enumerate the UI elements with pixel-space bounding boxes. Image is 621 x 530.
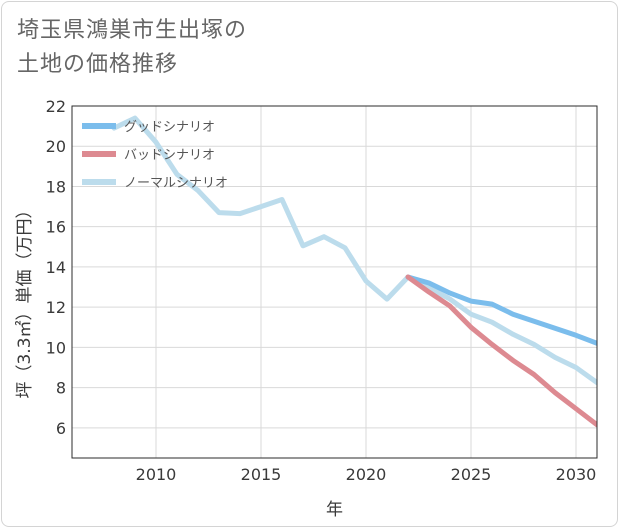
x-axis-label: 年	[326, 500, 343, 520]
y-tick-label-16: 16	[46, 218, 66, 237]
legend-label-2: バッドシナリオ	[124, 148, 215, 163]
y-tick-label-10: 10	[46, 338, 66, 357]
chart-title-line-1: 埼玉県鴻巣市生出塚の	[17, 18, 248, 43]
legend-label-1: グッドシナリオ	[124, 120, 215, 135]
x-axis-ticks: 2010 2015 2020 2025 2030	[136, 465, 597, 484]
chart-title-line-2: 土地の価格推移	[17, 52, 179, 77]
chart-title: 埼玉県鴻巣市生出塚の 土地の価格推移	[17, 14, 247, 82]
y-tick-label-22: 22	[46, 97, 66, 116]
y-axis-ticks: 6 8 10 12 14 16 18 20 22	[46, 97, 66, 438]
legend-label-3: ノーマルシナリオ	[124, 176, 228, 191]
x-tick-label-2010: 2010	[136, 465, 177, 484]
x-tick-label-2030: 2030	[556, 465, 597, 484]
y-tick-label-12: 12	[46, 298, 66, 317]
y-tick-label-18: 18	[46, 177, 66, 196]
y-tick-label-6: 6	[56, 419, 66, 438]
grid-lines	[72, 105, 597, 458]
series-line-2	[405, 274, 597, 428]
y-axis-label: 坪（3.3㎡）単価（万円）	[15, 201, 35, 398]
x-tick-label-2020: 2020	[346, 465, 387, 484]
series-line-1	[405, 274, 597, 346]
y-tick-label-14: 14	[46, 258, 66, 277]
series-lines	[111, 115, 597, 428]
plot-area	[71, 105, 598, 459]
y-tick-label-8: 8	[56, 379, 66, 398]
x-tick-label-2015: 2015	[241, 465, 282, 484]
series-line-3	[111, 115, 597, 386]
x-tick-label-2025: 2025	[451, 465, 492, 484]
y-tick-label-20: 20	[46, 137, 66, 156]
